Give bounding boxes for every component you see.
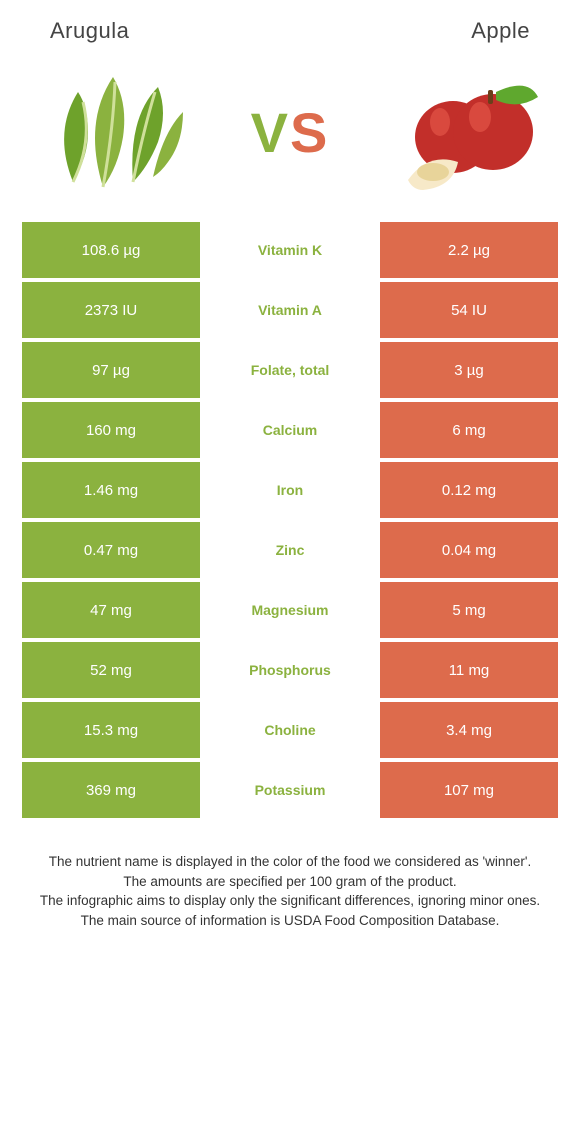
- cell-apple-value: 6 mg: [380, 402, 558, 458]
- table-row: 47 mgMagnesium5 mg: [22, 582, 558, 638]
- cell-arugula-value: 0.47 mg: [22, 522, 200, 578]
- footer-line: The amounts are specified per 100 gram o…: [26, 872, 554, 892]
- nutrient-table: 108.6 µgVitamin K2.2 µg2373 IUVitamin A5…: [0, 222, 580, 818]
- vs-s: S: [290, 101, 329, 164]
- cell-arugula-value: 369 mg: [22, 762, 200, 818]
- cell-apple-value: 0.04 mg: [380, 522, 558, 578]
- arugula-icon: [30, 62, 195, 202]
- cell-nutrient-label: Iron: [200, 462, 380, 518]
- cell-nutrient-label: Vitamin K: [200, 222, 380, 278]
- table-row: 1.46 mgIron0.12 mg: [22, 462, 558, 518]
- cell-arugula-value: 2373 IU: [22, 282, 200, 338]
- table-row: 160 mgCalcium6 mg: [22, 402, 558, 458]
- vs-label: VS: [251, 100, 330, 165]
- table-row: 0.47 mgZinc0.04 mg: [22, 522, 558, 578]
- cell-nutrient-label: Folate, total: [200, 342, 380, 398]
- footer-line: The nutrient name is displayed in the co…: [26, 852, 554, 872]
- apple-icon: [385, 62, 550, 202]
- table-row: 15.3 mgCholine3.4 mg: [22, 702, 558, 758]
- cell-nutrient-label: Phosphorus: [200, 642, 380, 698]
- cell-arugula-value: 1.46 mg: [22, 462, 200, 518]
- cell-arugula-value: 108.6 µg: [22, 222, 200, 278]
- cell-nutrient-label: Calcium: [200, 402, 380, 458]
- cell-apple-value: 2.2 µg: [380, 222, 558, 278]
- title-arugula: Arugula: [50, 18, 129, 44]
- cell-apple-value: 107 mg: [380, 762, 558, 818]
- cell-arugula-value: 160 mg: [22, 402, 200, 458]
- table-row: 97 µgFolate, total3 µg: [22, 342, 558, 398]
- cell-nutrient-label: Vitamin A: [200, 282, 380, 338]
- cell-apple-value: 0.12 mg: [380, 462, 558, 518]
- cell-apple-value: 3 µg: [380, 342, 558, 398]
- cell-nutrient-label: Potassium: [200, 762, 380, 818]
- cell-arugula-value: 97 µg: [22, 342, 200, 398]
- table-row: 369 mgPotassium107 mg: [22, 762, 558, 818]
- table-row: 2373 IUVitamin A54 IU: [22, 282, 558, 338]
- footer-notes: The nutrient name is displayed in the co…: [0, 822, 580, 930]
- hero-row: VS: [0, 52, 580, 222]
- vs-v: V: [251, 101, 290, 164]
- table-row: 52 mgPhosphorus11 mg: [22, 642, 558, 698]
- title-apple: Apple: [471, 18, 530, 44]
- cell-nutrient-label: Choline: [200, 702, 380, 758]
- footer-line: The main source of information is USDA F…: [26, 911, 554, 931]
- footer-line: The infographic aims to display only the…: [26, 891, 554, 911]
- cell-arugula-value: 15.3 mg: [22, 702, 200, 758]
- table-row: 108.6 µgVitamin K2.2 µg: [22, 222, 558, 278]
- cell-nutrient-label: Zinc: [200, 522, 380, 578]
- cell-nutrient-label: Magnesium: [200, 582, 380, 638]
- cell-apple-value: 3.4 mg: [380, 702, 558, 758]
- cell-apple-value: 11 mg: [380, 642, 558, 698]
- cell-arugula-value: 47 mg: [22, 582, 200, 638]
- cell-apple-value: 54 IU: [380, 282, 558, 338]
- cell-apple-value: 5 mg: [380, 582, 558, 638]
- cell-arugula-value: 52 mg: [22, 642, 200, 698]
- header: Arugula Apple: [0, 0, 580, 52]
